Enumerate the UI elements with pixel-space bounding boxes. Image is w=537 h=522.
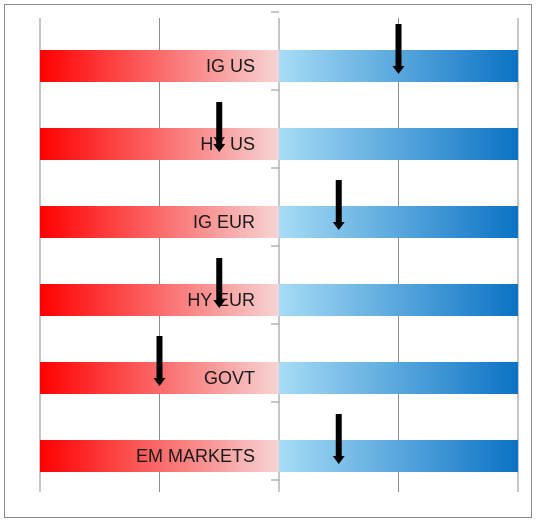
position-arrow-head-em-markets — [332, 456, 345, 464]
position-arrow-head-govt — [153, 378, 166, 386]
bar-positive-govt — [279, 362, 518, 394]
bar-negative-ig-us — [40, 50, 279, 82]
position-arrow-em-markets — [332, 414, 345, 464]
grid-layer — [39, 11, 519, 492]
category-label-ig-us: IG US — [206, 56, 255, 76]
position-arrow-govt — [153, 336, 166, 386]
position-arrow-shaft-ig-eur — [335, 180, 342, 224]
position-arrow-hy-us — [213, 102, 226, 152]
arrow-layer — [153, 24, 405, 464]
bar-positive-ig-eur — [279, 206, 518, 238]
bar-positive-em-markets — [279, 440, 518, 472]
position-arrow-ig-eur — [332, 180, 345, 230]
position-arrow-shaft-ig-us — [395, 24, 402, 68]
position-arrow-shaft-em-markets — [335, 414, 342, 458]
bar-positive-hy-eur — [279, 284, 518, 316]
category-label-em-markets: EM MARKETS — [136, 446, 255, 466]
category-label-govt: GOVT — [204, 368, 255, 388]
position-arrow-head-ig-us — [392, 66, 405, 74]
bar-negative-ig-eur — [40, 206, 279, 238]
bar-positive-hy-us — [279, 128, 518, 160]
position-arrow-shaft-govt — [156, 336, 163, 380]
bar-negative-em-markets — [40, 440, 279, 472]
position-arrow-head-hy-us — [213, 144, 226, 152]
position-arrow-shaft-hy-eur — [216, 258, 223, 302]
position-arrow-ig-us — [392, 24, 405, 74]
category-label-ig-eur: IG EUR — [193, 212, 255, 232]
position-arrow-shaft-hy-us — [216, 102, 223, 146]
category-label-hy-us: HY US — [200, 134, 255, 154]
bar-negative-hy-us — [40, 128, 279, 160]
bar-layer — [40, 50, 518, 472]
position-arrow-hy-eur — [213, 258, 226, 308]
position-arrow-head-ig-eur — [332, 222, 345, 230]
position-arrow-head-hy-eur — [213, 300, 226, 308]
chart-frame — [4, 4, 532, 518]
bar-negative-hy-eur — [40, 284, 279, 316]
